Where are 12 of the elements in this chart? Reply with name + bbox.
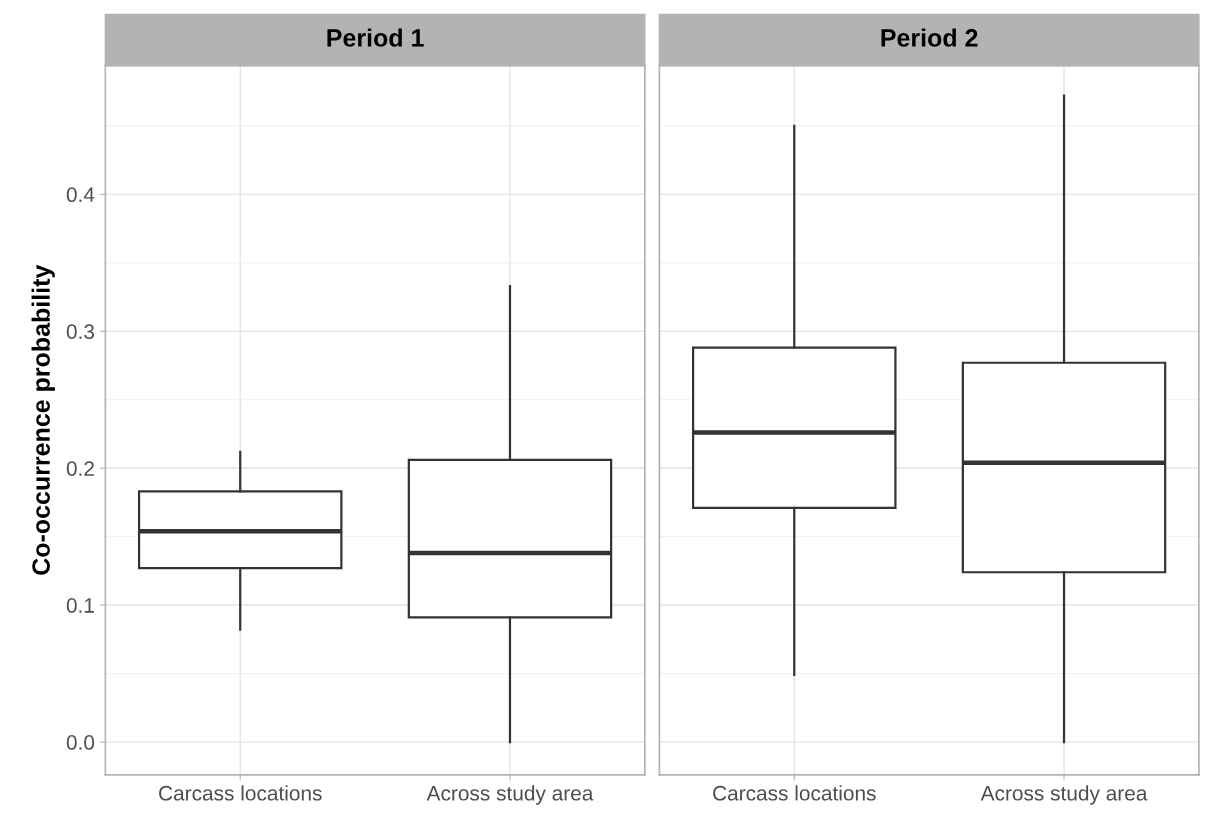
y-tick-label: 0.3 — [66, 324, 95, 339]
x-tick-label: Across study area — [426, 785, 594, 805]
x-tick-label: Across study area — [980, 785, 1148, 805]
y-tick-label: 0.4 — [66, 187, 95, 203]
y-tick-label: 0.0 — [66, 735, 95, 750]
y-axis-title: Co-occurrence probability — [31, 264, 55, 575]
x-tick-label: Carcass locations — [713, 785, 876, 801]
y-tick-label: 0.1 — [66, 598, 94, 613]
chart-title: Period 1 — [327, 28, 424, 47]
y-tick-label: 0.2 — [66, 461, 94, 476]
x-tick-label: Carcass locations — [159, 785, 322, 801]
chart-title: Period 2 — [881, 28, 978, 47]
